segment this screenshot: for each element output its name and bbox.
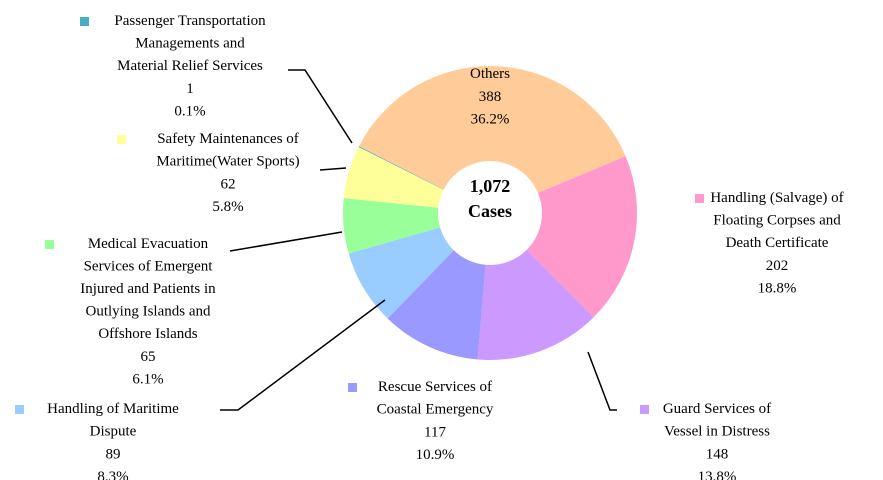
percent-label: 18.8% — [758, 280, 797, 296]
legend-swatch — [15, 405, 24, 414]
center-total: 1,072 — [470, 176, 511, 196]
percent-label: 10.9% — [416, 447, 455, 463]
category-label: Safety Maintenances of Maritime(Water Spo… — [156, 131, 299, 170]
value-label: 117 — [424, 424, 446, 440]
percent-label: 36.2% — [471, 111, 510, 127]
legend-swatch — [640, 405, 649, 414]
percent-label: 13.8% — [698, 469, 737, 480]
donut-hole — [438, 161, 542, 265]
category-label: Handling of Maritime Dispute — [47, 401, 179, 440]
value-label: 148 — [706, 446, 729, 462]
leader-line — [587, 351, 617, 411]
leader-line — [229, 231, 343, 252]
legend-swatch — [348, 383, 357, 392]
leader-line — [220, 299, 386, 411]
category-label: Passenger Transportation Managements and M… — [114, 13, 266, 74]
center-unit: Cases — [468, 201, 512, 221]
percent-label: 6.1% — [132, 371, 163, 387]
value-label: 202 — [766, 258, 789, 274]
leader-line — [288, 69, 353, 144]
legend-swatch — [117, 135, 126, 144]
category-label: Others — [470, 66, 510, 82]
category-label: Guard Services of Vessel in Distress — [663, 401, 771, 440]
value-label: 89 — [106, 446, 121, 462]
category-label: Handling (Salvage) of Floating Corpses an… — [710, 190, 843, 251]
slice — [359, 66, 626, 213]
percent-label: 5.8% — [212, 199, 243, 215]
percent-label: 8.3% — [97, 469, 128, 480]
leader-line — [319, 167, 347, 171]
category-label: Rescue Services of Coastal Emergency — [377, 379, 494, 418]
value-label: 1 — [186, 81, 194, 97]
legend-swatch — [80, 17, 89, 26]
category-label: Medical Evacuation Services of Emergent In… — [80, 236, 216, 342]
value-label: 62 — [221, 176, 236, 192]
value-label: 388 — [479, 89, 502, 105]
slice — [490, 156, 638, 318]
legend-swatch — [45, 240, 54, 249]
value-label: 65 — [141, 349, 156, 365]
legend-swatch — [695, 194, 704, 203]
percent-label: 0.1% — [174, 103, 205, 119]
